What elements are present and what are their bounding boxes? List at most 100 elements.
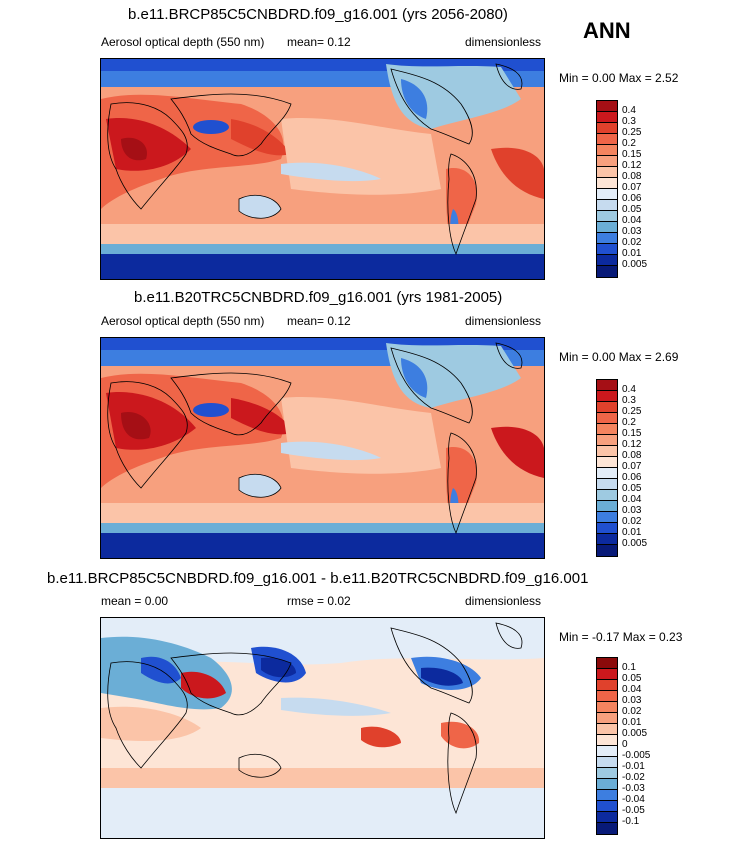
panel-1-minmax: Min = 0.00 Max = 2.52 (559, 71, 679, 85)
panel-3-minmax: Min = -0.17 Max = 0.23 (559, 630, 683, 644)
colorbar-tick-label: 0.07 (622, 182, 642, 193)
colorbar-swatch (597, 534, 617, 545)
panel-1-units: dimensionless (465, 35, 542, 49)
colorbar-swatch (597, 812, 617, 823)
colorbar-swatch (597, 189, 617, 200)
panel-2-title: b.e11.B20TRC5CNBDRD.f09_g16.001 (yrs 198… (134, 289, 503, 306)
colorbar-tick-label: 0.12 (622, 160, 642, 171)
colorbar-tick-label: 0.4 (622, 384, 636, 395)
colorbar-tick-label: 0.15 (622, 428, 642, 439)
panel-3-map (100, 617, 545, 839)
colorbar-swatch (597, 713, 617, 724)
panel-2-colorbar (596, 379, 618, 557)
colorbar-tick-label: 0.05 (622, 673, 642, 684)
colorbar-tick-label: -0.1 (622, 816, 640, 827)
panel-2-variable: Aerosol optical depth (550 nm) (101, 314, 265, 328)
colorbar-swatch (597, 790, 617, 801)
colorbar-swatch (597, 145, 617, 156)
panel-1-variable: Aerosol optical depth (550 nm) (101, 35, 265, 49)
colorbar-tick-label: 0.3 (622, 395, 636, 406)
colorbar-tick-label: 0.15 (622, 149, 642, 160)
colorbar-tick-label: 0.03 (622, 695, 642, 706)
colorbar-swatch (597, 702, 617, 713)
colorbar-tick-label: 0.04 (622, 684, 642, 695)
colorbar-swatch (597, 779, 617, 790)
colorbar-swatch (597, 200, 617, 211)
colorbar-swatch (597, 735, 617, 746)
panel-3-title: b.e11.BRCP85C5CNBDRD.f09_g16.001 - b.e11… (47, 570, 589, 587)
colorbar-swatch (597, 178, 617, 189)
colorbar-tick-label: 0.12 (622, 439, 642, 450)
colorbar-swatch (597, 669, 617, 680)
colorbar-tick-label: -0.01 (622, 761, 645, 772)
colorbar-tick-label: 0.005 (622, 728, 648, 739)
colorbar-tick-label: 0.06 (622, 193, 642, 204)
colorbar-tick-label: -0.02 (622, 772, 645, 783)
colorbar-tick-label: -0.04 (622, 794, 645, 805)
panel-2-map (100, 337, 545, 559)
colorbar-swatch (597, 413, 617, 424)
season-label: ANN (583, 18, 631, 43)
colorbar-tick-label: -0.005 (622, 750, 651, 761)
colorbar-swatch (597, 823, 617, 834)
colorbar-swatch (597, 123, 617, 134)
colorbar-swatch (597, 680, 617, 691)
panel-2-minmax: Min = 0.00 Max = 2.69 (559, 350, 679, 364)
colorbar-swatch (597, 479, 617, 490)
colorbar-swatch (597, 724, 617, 735)
panel-3-mean: mean = 0.00 (101, 594, 169, 608)
colorbar-tick-label: 0.25 (622, 127, 642, 138)
colorbar-tick-label: 0 (622, 739, 628, 750)
colorbar-tick-label: 0.2 (622, 138, 636, 149)
colorbar-tick-label: 0.2 (622, 417, 636, 428)
colorbar-swatch (597, 112, 617, 123)
colorbar-tick-label: 0.01 (622, 248, 642, 259)
colorbar-tick-label: 0.02 (622, 706, 642, 717)
panel-2-units: dimensionless (465, 314, 542, 328)
colorbar-swatch (597, 523, 617, 534)
colorbar-tick-label: 0.3 (622, 116, 636, 127)
colorbar-swatch (597, 424, 617, 435)
colorbar-swatch (597, 266, 617, 277)
colorbar-tick-label: 0.08 (622, 171, 642, 182)
colorbar-swatch (597, 402, 617, 413)
colorbar-tick-label: 0.03 (622, 226, 642, 237)
colorbar-swatch (597, 446, 617, 457)
colorbar-swatch (597, 490, 617, 501)
colorbar-swatch (597, 244, 617, 255)
panel-2-mean: mean= 0.12 (287, 314, 351, 328)
colorbar-swatch (597, 134, 617, 145)
colorbar-tick-label: 0.01 (622, 527, 642, 538)
colorbar-tick-label: 0.05 (622, 204, 642, 215)
colorbar-swatch (597, 801, 617, 812)
colorbar-tick-label: 0.03 (622, 505, 642, 516)
colorbar-swatch (597, 468, 617, 479)
colorbar-swatch (597, 691, 617, 702)
panel-3-units: dimensionless (465, 594, 542, 608)
panel-1-map (100, 58, 545, 280)
colorbar-swatch (597, 545, 617, 556)
panel-1-title: b.e11.BRCP85C5CNBDRD.f09_g16.001 (yrs 20… (128, 6, 508, 23)
colorbar-tick-label: 0.4 (622, 105, 636, 116)
colorbar-tick-label: 0.06 (622, 472, 642, 483)
colorbar-swatch (597, 255, 617, 266)
panel-1-colorbar (596, 100, 618, 278)
colorbar-swatch (597, 101, 617, 112)
colorbar-tick-label: 0.05 (622, 483, 642, 494)
colorbar-swatch (597, 211, 617, 222)
colorbar-tick-label: 0.005 (622, 259, 648, 270)
colorbar-swatch (597, 512, 617, 523)
colorbar-swatch (597, 658, 617, 669)
colorbar-swatch (597, 222, 617, 233)
colorbar-tick-label: 0.005 (622, 538, 648, 549)
colorbar-tick-label: 0.02 (622, 516, 642, 527)
colorbar-tick-label: 0.25 (622, 406, 642, 417)
colorbar-tick-label: -0.05 (622, 805, 645, 816)
colorbar-swatch (597, 156, 617, 167)
colorbar-tick-label: -0.03 (622, 783, 645, 794)
colorbar-tick-label: 0.04 (622, 494, 642, 505)
colorbar-swatch (597, 757, 617, 768)
colorbar-tick-label: 0.1 (622, 662, 636, 673)
colorbar-tick-label: 0.02 (622, 237, 642, 248)
colorbar-swatch (597, 501, 617, 512)
